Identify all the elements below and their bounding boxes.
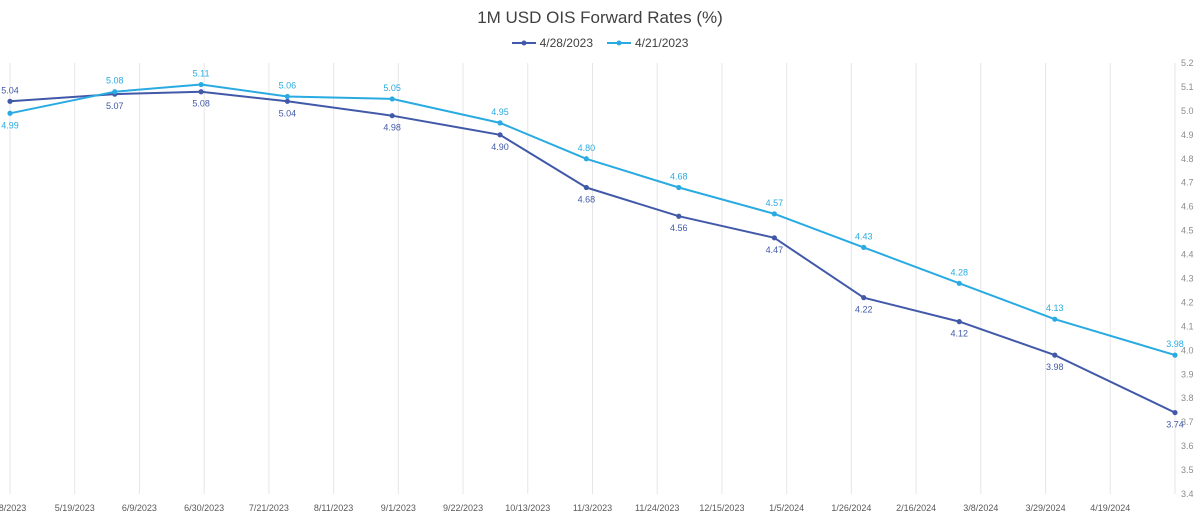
data-point-series-2 [676, 184, 682, 191]
data-point-series-1 [1052, 352, 1058, 358]
x-tick-label: 3/8/2024 [963, 503, 998, 513]
data-label-series-1: 4.98 [383, 123, 401, 133]
x-tick-label: 11/3/2023 [573, 503, 612, 513]
data-label-series-1: 5.04 [279, 108, 297, 118]
y-tick-label: 3.8 [1181, 393, 1194, 403]
x-tick-label: 7/21/2023 [249, 503, 289, 513]
data-point-series-2 [583, 156, 589, 162]
y-tick-label: 4.0 [1181, 345, 1194, 355]
y-tick-label: 4.4 [1181, 250, 1194, 260]
legend-item-series-2[interactable]: 4/21/2023 [607, 36, 688, 50]
data-label-series-2: 4.13 [1046, 303, 1064, 313]
y-tick-label: 4.7 [1181, 178, 1194, 188]
x-tick-label: 10/13/2023 [505, 503, 550, 513]
data-point-series-2 [112, 89, 118, 95]
data-label-series-2: 4.57 [766, 198, 784, 208]
y-tick-label: 4.6 [1181, 202, 1194, 212]
data-label-series-2: 3.98 [1166, 339, 1184, 349]
y-tick-label: 5.1 [1181, 82, 1194, 92]
data-label-series-2: 5.08 [106, 76, 124, 86]
data-point-series-1 [389, 113, 395, 119]
data-point-series-2 [1052, 316, 1058, 322]
legend-label-series-1: 4/28/2023 [539, 36, 593, 50]
data-label-series-1: 4.22 [855, 305, 873, 315]
x-tick-label: 6/9/2023 [122, 503, 157, 513]
data-point-series-2 [861, 244, 867, 250]
data-point-series-1 [497, 132, 503, 138]
data-point-series-2 [7, 110, 13, 116]
legend-item-series-1[interactable]: 4/28/2023 [511, 36, 593, 50]
data-label-series-1: 3.74 [1166, 420, 1184, 430]
data-label-series-1: 4.12 [950, 329, 968, 339]
x-tick-label: 9/22/2023 [443, 503, 483, 513]
data-label-series-2: 4.95 [491, 107, 509, 117]
data-label-series-2: 5.05 [383, 83, 401, 93]
x-tick-label: 6/30/2023 [184, 503, 224, 513]
x-tick-label: 1/26/2024 [831, 503, 871, 513]
legend-swatch-series-1 [511, 40, 536, 46]
y-tick-label: 3.5 [1181, 465, 1194, 475]
chart-title: 1M USD OIS Forward Rates (%) [477, 8, 723, 27]
data-label-series-1: 4.90 [491, 142, 509, 152]
data-label-series-2: 5.06 [279, 81, 297, 91]
data-point-series-1 [1172, 409, 1178, 416]
data-point-series-1 [956, 319, 962, 325]
x-tick-label: 9/1/2023 [381, 503, 416, 513]
data-label-series-1: 4.56 [670, 223, 688, 233]
data-label-series-2: 4.80 [578, 143, 596, 153]
data-point-series-1 [676, 213, 682, 219]
data-label-series-1: 3.98 [1046, 362, 1064, 372]
data-point-series-2 [771, 211, 777, 217]
data-point-series-2 [284, 93, 290, 100]
x-tick-label: 28/2023 [0, 503, 26, 513]
data-label-series-1: 5.07 [106, 101, 124, 111]
legend-label-series-2: 4/21/2023 [635, 36, 689, 50]
x-tick-label: 11/24/2023 [635, 503, 679, 513]
x-tick-label: 5/19/2023 [55, 503, 95, 513]
x-tick-label: 2/16/2024 [896, 503, 936, 513]
y-tick-label: 3.7 [1181, 417, 1194, 427]
data-point-series-1 [861, 295, 867, 301]
x-tick-label: 4/19/2024 [1090, 503, 1130, 513]
data-label-series-2: 4.99 [1, 120, 19, 130]
data-point-series-1 [583, 184, 589, 191]
y-tick-label: 4.5 [1181, 226, 1194, 236]
data-point-series-2 [497, 120, 503, 126]
data-label-series-1: 5.08 [192, 99, 210, 109]
x-tick-label: 12/15/2023 [699, 503, 744, 513]
data-point-series-2 [956, 280, 962, 286]
y-tick-label: 3.9 [1181, 369, 1194, 379]
legend: 4/28/2023 4/21/2023 [0, 36, 1200, 50]
x-tick-label: 1/5/2024 [769, 503, 804, 513]
data-point-series-2 [389, 96, 395, 102]
data-point-series-1 [284, 98, 290, 104]
data-point-series-1 [198, 89, 204, 95]
legend-swatch-series-2 [607, 40, 631, 46]
data-label-series-2: 4.28 [950, 267, 968, 277]
y-tick-label: 4.1 [1181, 321, 1194, 331]
data-point-series-2 [198, 81, 204, 88]
y-tick-label: 4.3 [1181, 274, 1194, 284]
x-tick-label: 8/11/2023 [314, 503, 353, 513]
data-point-series-2 [1172, 352, 1178, 358]
x-tick-label: 3/29/2024 [1026, 503, 1066, 513]
data-label-series-2: 4.43 [855, 231, 873, 241]
data-point-series-1 [771, 235, 777, 241]
y-tick-label: 4.8 [1181, 154, 1194, 164]
y-tick-label: 3.6 [1181, 441, 1194, 451]
data-label-series-1: 4.68 [578, 195, 596, 205]
y-tick-label: 4.9 [1181, 130, 1194, 140]
data-point-series-1 [7, 98, 13, 104]
data-label-series-1: 4.47 [766, 245, 784, 255]
data-label-series-2: 4.68 [670, 172, 688, 182]
data-label-series-1: 5.04 [1, 85, 19, 95]
data-label-series-2: 5.11 [193, 69, 210, 79]
y-tick-label: 5.0 [1181, 106, 1194, 116]
y-tick-label: 3.4 [1181, 489, 1194, 499]
y-tick-label: 4.2 [1181, 297, 1194, 307]
y-tick-label: 5.2 [1181, 58, 1194, 68]
